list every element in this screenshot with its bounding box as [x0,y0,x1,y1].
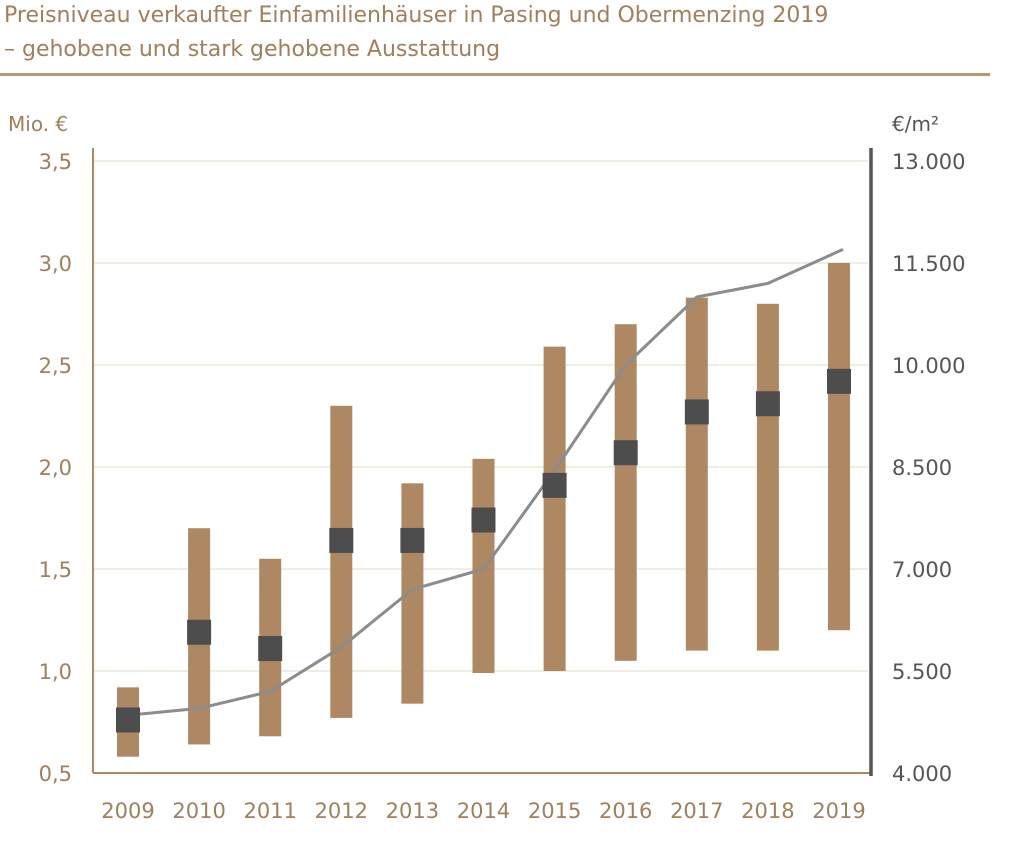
y-axis-left-unit: Mio. € [8,112,68,136]
range-bar-2014 [472,458,495,674]
y-right-tick-label: 13.000 [892,150,965,174]
x-tick-label: 2017 [670,799,723,823]
x-tick-label: 2010 [172,799,225,823]
mean-marker-2018 [755,391,780,417]
y-right-tick-label: 11.500 [892,252,965,276]
range-bar-2017 [685,297,708,651]
axes [92,148,873,776]
chart-title-line-2: – gehobene und stark gehobene Ausstattun… [4,37,501,62]
range-bar-2013 [401,483,424,704]
range-bar-2015 [543,346,566,671]
mean-marker-2015 [542,472,567,498]
x-tick-label: 2012 [315,799,368,823]
axis-labels: Mio. € €/m² 0,5 1,0 1,5 2,0 2,5 3,0 3,5 4.000 5.… [8,112,965,823]
mean-marker-2009 [116,707,140,733]
x-tick-label: 2014 [457,799,510,823]
y-axis-right-unit: €/m² [892,112,939,136]
range-bar-2016 [614,324,637,661]
y-right-tick-label: 10.000 [892,354,965,378]
mean-marker-2019 [827,368,851,394]
price-per-sqm-line [127,248,844,717]
title-divider [0,73,990,76]
mean-markers [116,368,851,733]
range-bar-2019 [828,263,850,631]
y-left-tick-label: 2,5 [39,354,72,378]
x-tick-label: 2016 [599,799,652,823]
mean-marker-2016 [613,440,638,466]
x-tick-label: 2009 [101,799,154,823]
chart-title-line-1: Preisniveau verkaufter Einfamilienhäuser… [4,3,829,28]
mean-marker-2014 [471,507,496,533]
y-left-tick-label: 1,5 [39,558,72,582]
y-left-tick-label: 3,0 [39,252,72,276]
y-right-tick-label: 5.500 [892,660,952,684]
y-left-tick-label: 0,5 [39,762,72,786]
y-right-tick-label: 4.000 [892,762,952,786]
mean-marker-2013 [400,527,425,553]
y-right-tick-label: 7.000 [892,558,952,582]
x-tick-label: 2015 [528,799,581,823]
mean-marker-2012 [329,527,354,553]
y-left-tick-label: 2,0 [39,456,72,480]
y-left-tick-label: 1,0 [39,660,72,684]
y-right-tick-label: 8.500 [892,456,952,480]
x-tick-label: 2018 [741,799,794,823]
range-bar-2012 [330,405,353,718]
x-tick-label: 2011 [243,799,296,823]
mean-marker-2017 [684,399,709,425]
x-tick-label: 2019 [812,799,865,823]
range-bar-2018 [756,303,779,651]
x-tick-label: 2013 [386,799,439,823]
mean-marker-2011 [258,636,283,662]
y-left-tick-label: 3,5 [39,150,72,174]
mean-marker-2010 [187,619,212,645]
